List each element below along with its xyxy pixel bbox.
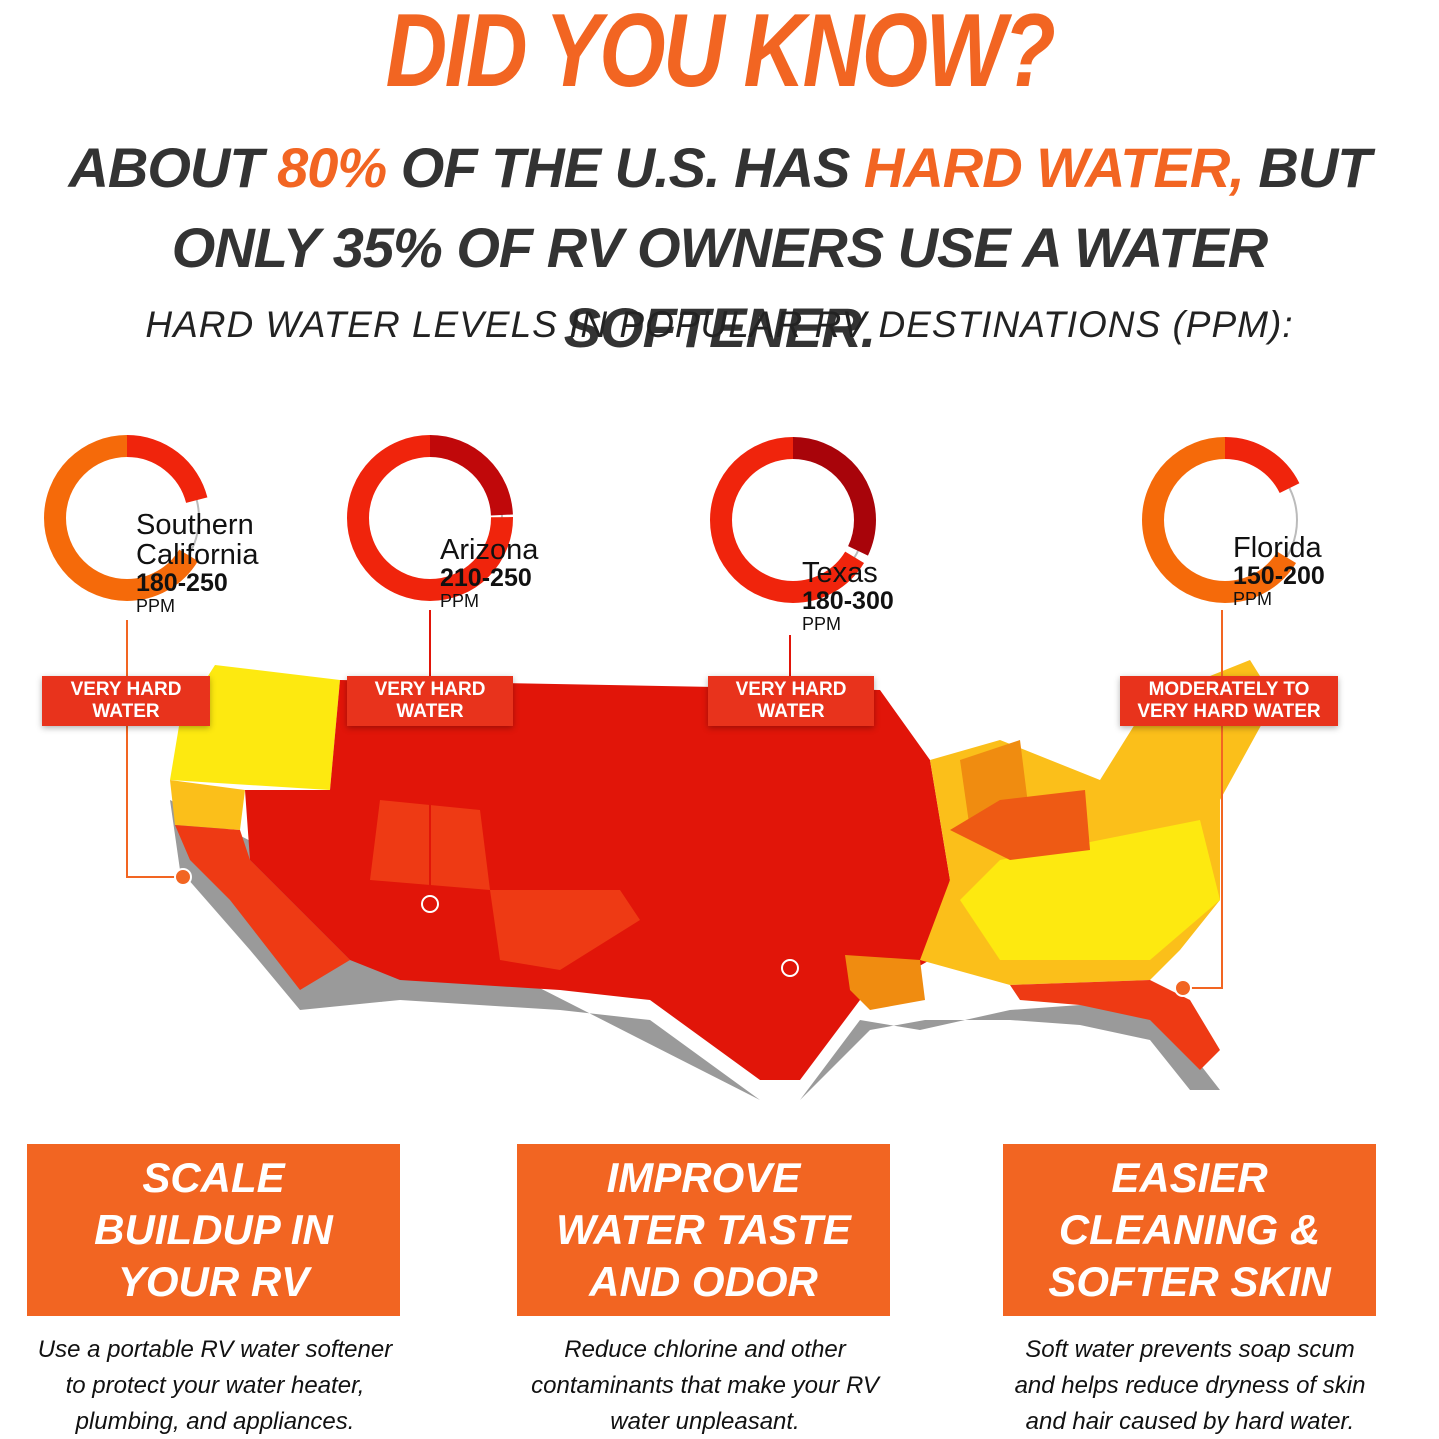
title: DID YOU KNOW? xyxy=(385,0,1056,109)
region-unit: PPM xyxy=(136,596,176,616)
subtitle: HARD WATER LEVELS IN POPULAR RV DESTINAT… xyxy=(145,304,1294,345)
connectors xyxy=(126,610,1223,997)
headline-part: BUT ONLY 35% OF RV OWNERS USE A WATER SO… xyxy=(171,136,1386,359)
headline-part: HARD WATER, xyxy=(863,136,1245,199)
level-badge: VERY HARD WATER xyxy=(708,676,874,726)
region-unit: PPM xyxy=(1233,589,1273,609)
region-label: Southern California 180-250 PPM xyxy=(136,510,316,616)
us-map xyxy=(170,660,1275,1100)
region-name: Texas xyxy=(802,557,878,589)
region-name: Florida xyxy=(1233,532,1322,564)
region-unit: PPM xyxy=(802,614,842,634)
benefit-title: IMPROVE WATER TASTE AND ODOR xyxy=(517,1144,890,1316)
level-badge: MODERATELY TO VERY HARD WATER xyxy=(1120,676,1338,726)
benefit-text: Reduce chlorine and other contaminants t… xyxy=(531,1336,879,1435)
headline: ABOUT 80% OF THE U.S. HAS HARD WATER, BU… xyxy=(30,128,1409,368)
region-label: Florida 150-200 PPM xyxy=(1233,533,1325,609)
level-badge: VERY HARD WATER xyxy=(42,676,210,726)
region-range: 210-250 xyxy=(440,564,532,592)
headline-part: 80% xyxy=(277,136,387,199)
benefit-text: Use a portable RV water softener to prot… xyxy=(37,1336,393,1435)
benefit-title: 50% LESS SCALE BUILDUP IN YOUR RV SYSTEM… xyxy=(27,1102,400,1357)
level-badge: VERY HARD WATER xyxy=(347,676,513,726)
benefit-text: Soft water prevents soap scum and helps … xyxy=(1014,1336,1366,1435)
donuts xyxy=(44,435,1308,603)
headline-part: ABOUT xyxy=(68,136,278,199)
region-label: Texas 180-300 PPM xyxy=(802,558,894,634)
benefit-title: EASIER CLEANING & SOFTER SKIN xyxy=(1003,1144,1376,1316)
headline-part: OF THE U.S. HAS xyxy=(386,136,864,199)
region-name: Arizona xyxy=(440,534,539,566)
region-name: Southern California xyxy=(136,509,259,571)
region-range: 180-250 xyxy=(136,569,228,597)
region-label: Arizona 210-250 PPM xyxy=(440,535,538,611)
region-range: 150-200 xyxy=(1233,562,1325,590)
region-range: 180-300 xyxy=(802,587,894,615)
region-unit: PPM xyxy=(440,591,480,611)
